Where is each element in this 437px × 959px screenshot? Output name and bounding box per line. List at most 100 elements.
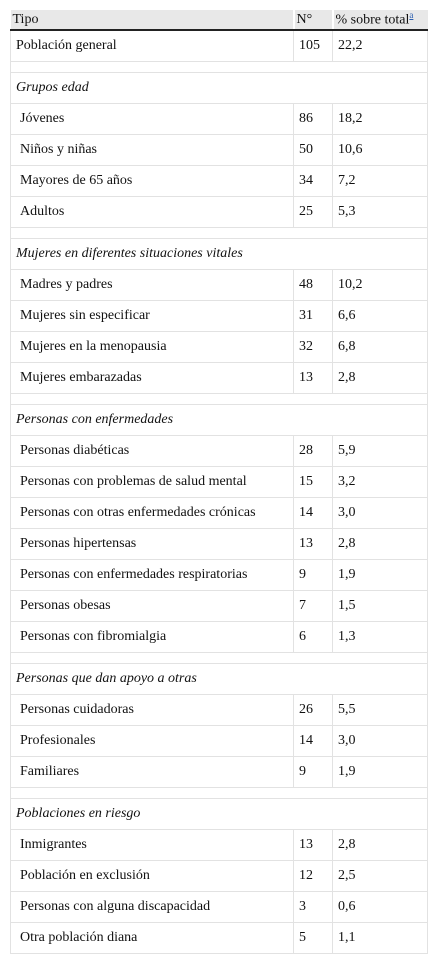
table-container: Tipo N° % sobre totala Población general… <box>10 10 428 954</box>
table-cell: 3,2 <box>332 466 428 498</box>
table-row: Personas hipertensas 13 2,8 <box>10 528 428 560</box>
table-cell: Mujeres en la menopausia <box>10 331 294 363</box>
table-cell: 14 <box>293 725 333 757</box>
table-row: Jóvenes 86 18,2 <box>10 103 428 135</box>
table-cell: 1,9 <box>332 756 428 788</box>
table-cell: 32 <box>293 331 333 363</box>
spacer-cell <box>10 393 428 405</box>
table-cell: Población en exclusión <box>10 860 294 892</box>
table-cell: 9 <box>293 559 333 591</box>
table-cell: 1,9 <box>332 559 428 591</box>
table-cell: 6,6 <box>332 300 428 332</box>
table-row: Mayores de 65 años 34 7,2 <box>10 165 428 197</box>
table-row: Personas con otras enfermedades crónicas… <box>10 497 428 529</box>
table-cell: Familiares <box>10 756 294 788</box>
spacer-row <box>10 652 428 664</box>
section-title: Personas con enfermedades <box>10 404 428 436</box>
footnote-link[interactable]: a <box>409 10 414 21</box>
table-head: Tipo N° % sobre totala <box>10 10 428 31</box>
table-cell: 7,2 <box>332 165 428 197</box>
table-cell: 13 <box>293 528 333 560</box>
table-cell: Profesionales <box>10 725 294 757</box>
table-row: Personas con enfermedades respiratorias 9… <box>10 559 428 591</box>
table-row: Profesionales 14 3,0 <box>10 725 428 757</box>
section-row: Personas que dan apoyo a otras <box>10 663 428 695</box>
table-cell: 86 <box>293 103 333 135</box>
table-cell: Personas hipertensas <box>10 528 294 560</box>
table-row: Niños y niñas 50 10,6 <box>10 134 428 166</box>
table-row: Inmigrantes 13 2,8 <box>10 829 428 861</box>
table-cell: 7 <box>293 590 333 622</box>
section-title: Personas que dan apoyo a otras <box>10 663 428 695</box>
table-row: Personas cuidadoras 26 5,5 <box>10 694 428 726</box>
table-cell: Madres y padres <box>10 269 294 301</box>
table-row: Otra población diana 5 1,1 <box>10 922 428 954</box>
header-cell: N° <box>292 10 333 31</box>
table-cell: 15 <box>293 466 333 498</box>
section-row: Grupos edad <box>10 72 428 104</box>
table-cell: Población general <box>10 29 294 62</box>
table-cell: Mujeres sin especificar <box>10 300 294 332</box>
table-row: Madres y padres 48 10,2 <box>10 269 428 301</box>
section-title: Mujeres en diferentes situaciones vitale… <box>10 238 428 270</box>
table-row: Personas diabéticas 28 5,9 <box>10 435 428 467</box>
table-cell: Jóvenes <box>10 103 294 135</box>
section-row: Poblaciones en riesgo <box>10 798 428 830</box>
table-cell: Personas con problemas de salud mental <box>10 466 294 498</box>
table-cell: Inmigrantes <box>10 829 294 861</box>
table-cell: 26 <box>293 694 333 726</box>
table-cell: Niños y niñas <box>10 134 294 166</box>
table-cell: 13 <box>293 829 333 861</box>
table-cell: 1,3 <box>332 621 428 653</box>
table-cell: 6,8 <box>332 331 428 363</box>
spacer-cell <box>10 227 428 239</box>
table-cell: 6 <box>293 621 333 653</box>
table-cell: 1,5 <box>332 590 428 622</box>
header-text: % sobre total <box>335 12 410 28</box>
table-cell: 2,5 <box>332 860 428 892</box>
spacer-row <box>10 227 428 239</box>
table-cell: 28 <box>293 435 333 467</box>
section-title: Grupos edad <box>10 72 428 104</box>
spacer-cell <box>10 787 428 799</box>
table-row: Población general 105 22,2 <box>10 29 428 62</box>
table-cell: 10,6 <box>332 134 428 166</box>
table-cell: 9 <box>293 756 333 788</box>
table-body: Población general 105 22,2 Grupos edad Jóven… <box>10 29 428 954</box>
table-cell: 14 <box>293 497 333 529</box>
table-row: Adultos 25 5,3 <box>10 196 428 228</box>
spacer-row <box>10 393 428 405</box>
header-row: Tipo N° % sobre totala <box>10 10 428 31</box>
table-cell: 10,2 <box>332 269 428 301</box>
table-cell: Personas diabéticas <box>10 435 294 467</box>
table-row: Personas con fibromialgia 6 1,3 <box>10 621 428 653</box>
table-cell: 25 <box>293 196 333 228</box>
header-cell: % sobre totala <box>331 10 428 31</box>
table-cell: 18,2 <box>332 103 428 135</box>
spacer-cell <box>10 652 428 664</box>
table-cell: 5,5 <box>332 694 428 726</box>
table-row: Mujeres en la menopausia 32 6,8 <box>10 331 428 363</box>
section-row: Mujeres en diferentes situaciones vitale… <box>10 238 428 270</box>
spacer-row <box>10 787 428 799</box>
table-row: Personas con problemas de salud mental 15… <box>10 466 428 498</box>
section-row: Personas con enfermedades <box>10 404 428 436</box>
table-cell: 12 <box>293 860 333 892</box>
section-title: Poblaciones en riesgo <box>10 798 428 830</box>
table-cell: Personas cuidadoras <box>10 694 294 726</box>
table-cell: 22,2 <box>332 29 428 62</box>
table-cell: 13 <box>293 362 333 394</box>
table-cell: Personas con enfermedades respiratorias <box>10 559 294 591</box>
table-cell: Personas con fibromialgia <box>10 621 294 653</box>
table-cell: 50 <box>293 134 333 166</box>
table-cell: Personas con alguna discapacidad <box>10 891 294 923</box>
table-row: Mujeres embarazadas 13 2,8 <box>10 362 428 394</box>
table-cell: 2,8 <box>332 362 428 394</box>
table-cell: 105 <box>293 29 333 62</box>
table-cell: 3 <box>293 891 333 923</box>
spacer-row <box>10 61 428 73</box>
table-cell: 2,8 <box>332 829 428 861</box>
table-cell: 5 <box>293 922 333 954</box>
table-cell: 48 <box>293 269 333 301</box>
